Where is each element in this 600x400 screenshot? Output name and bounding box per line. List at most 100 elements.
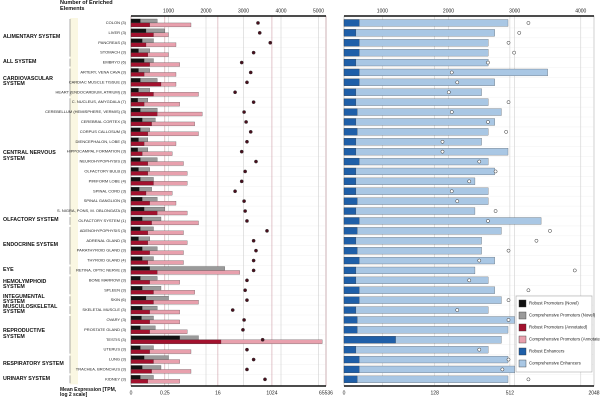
bar	[130, 305, 143, 311]
bar	[343, 177, 357, 185]
bar	[343, 207, 357, 215]
bar	[130, 181, 154, 186]
expression-dot	[534, 238, 539, 243]
expression-dot	[244, 120, 248, 124]
expression-dot	[230, 308, 235, 312]
bar	[130, 102, 145, 107]
bar	[343, 167, 357, 176]
bar	[343, 157, 489, 166]
expression-dot	[526, 377, 531, 382]
bar	[130, 22, 150, 28]
bar	[343, 58, 489, 67]
expression-dot	[477, 258, 482, 263]
bar	[343, 187, 357, 195]
bar	[343, 108, 502, 116]
bar	[130, 68, 139, 73]
bar	[343, 39, 360, 47]
expression-dot	[455, 80, 460, 85]
x-label-top: Number of Enriched Elements	[60, 0, 113, 12]
category-label: CEREBRAL CORTEX (3)	[81, 119, 127, 124]
bar	[130, 369, 152, 374]
expression-dot	[251, 50, 256, 55]
expression-dot	[251, 258, 256, 263]
bar	[130, 359, 154, 364]
bar	[130, 32, 154, 37]
x2-tick-label: 0.25	[160, 390, 170, 396]
bar	[343, 68, 548, 77]
expression-dot	[506, 298, 511, 302]
bar	[130, 216, 143, 222]
bar	[130, 210, 158, 216]
category-label: CEREBELLUM (HEMISPHERE, VERMIS) (3)	[45, 109, 127, 114]
category-label: TRACHEA, BRONCHUS (3)	[76, 367, 127, 372]
expression-dot	[517, 30, 522, 35]
bar	[130, 58, 145, 63]
category-label: PROSTATE GLAND (3)	[84, 327, 127, 332]
x2-tick-label: 2048	[588, 390, 599, 396]
bar	[343, 19, 360, 27]
expression-dot	[254, 159, 258, 164]
expression-dot	[263, 377, 267, 382]
expression-dot	[493, 169, 498, 174]
bar	[343, 326, 358, 334]
expression-dot	[526, 288, 531, 293]
x-tick-label: 4000	[575, 8, 586, 14]
bar	[343, 306, 489, 314]
bar	[130, 48, 139, 53]
expression-dot	[449, 110, 454, 114]
expression-dot	[242, 110, 246, 114]
category-label: EMBRYO (6)	[103, 60, 127, 65]
expression-dot	[486, 60, 490, 65]
bar	[343, 167, 495, 176]
expression-dot	[506, 40, 511, 45]
bar	[130, 18, 141, 24]
legend-label: Comprehensive Enhancers	[529, 361, 581, 366]
category-label: PANCREAS (3)	[98, 40, 126, 45]
x-tick-label: 3000	[238, 8, 249, 14]
bar	[130, 187, 140, 192]
category-label: DIENCEPHALON, LOBE (3)	[76, 139, 127, 144]
bar	[130, 52, 148, 57]
expression-dot	[440, 149, 445, 154]
bar	[130, 250, 150, 255]
category-label: ADRENAL GLAND (3)	[86, 238, 126, 243]
bar	[130, 98, 138, 103]
bar	[130, 335, 180, 340]
bar	[130, 161, 148, 166]
bar	[130, 246, 143, 251]
bar	[343, 355, 360, 364]
bar	[343, 286, 360, 294]
category-label: C. NUCLEUS, AMYGDALA (7)	[72, 99, 127, 104]
category-label: HEART (ENDOCARDIUM, ATRIUM) (3)	[56, 89, 127, 94]
expression-dot	[243, 209, 247, 213]
bar	[130, 290, 154, 295]
bar	[343, 296, 360, 304]
x-tick-label: 2000	[443, 8, 454, 14]
expression-dot	[504, 130, 508, 134]
bar	[130, 107, 141, 113]
group-label: CENTRAL NERVOUS SYSTEM	[3, 150, 56, 162]
bar	[343, 197, 489, 205]
expression-dot	[245, 80, 249, 85]
bar	[130, 339, 222, 344]
bar	[130, 206, 145, 212]
bar	[130, 256, 143, 261]
bar	[343, 88, 357, 96]
expression-dot	[449, 189, 454, 194]
expression-dot	[486, 120, 490, 124]
bar	[130, 191, 147, 196]
legend-swatch	[518, 323, 527, 332]
bar	[343, 78, 495, 86]
expression-dot	[257, 30, 262, 35]
bar	[343, 78, 360, 86]
group-label: CARDIOVASCULAR SYSTEM	[3, 75, 53, 88]
x-tick-label: 1000	[163, 8, 174, 14]
bar	[130, 315, 142, 321]
category-label: TESTIS (3)	[106, 337, 127, 342]
bar	[343, 306, 357, 314]
bar	[343, 365, 360, 374]
category-label: OVARY (3)	[106, 317, 126, 322]
legend-label: Robust Promoters (Novel)	[529, 301, 579, 306]
category-label: SKIN (6)	[111, 297, 127, 302]
bar	[343, 256, 495, 265]
